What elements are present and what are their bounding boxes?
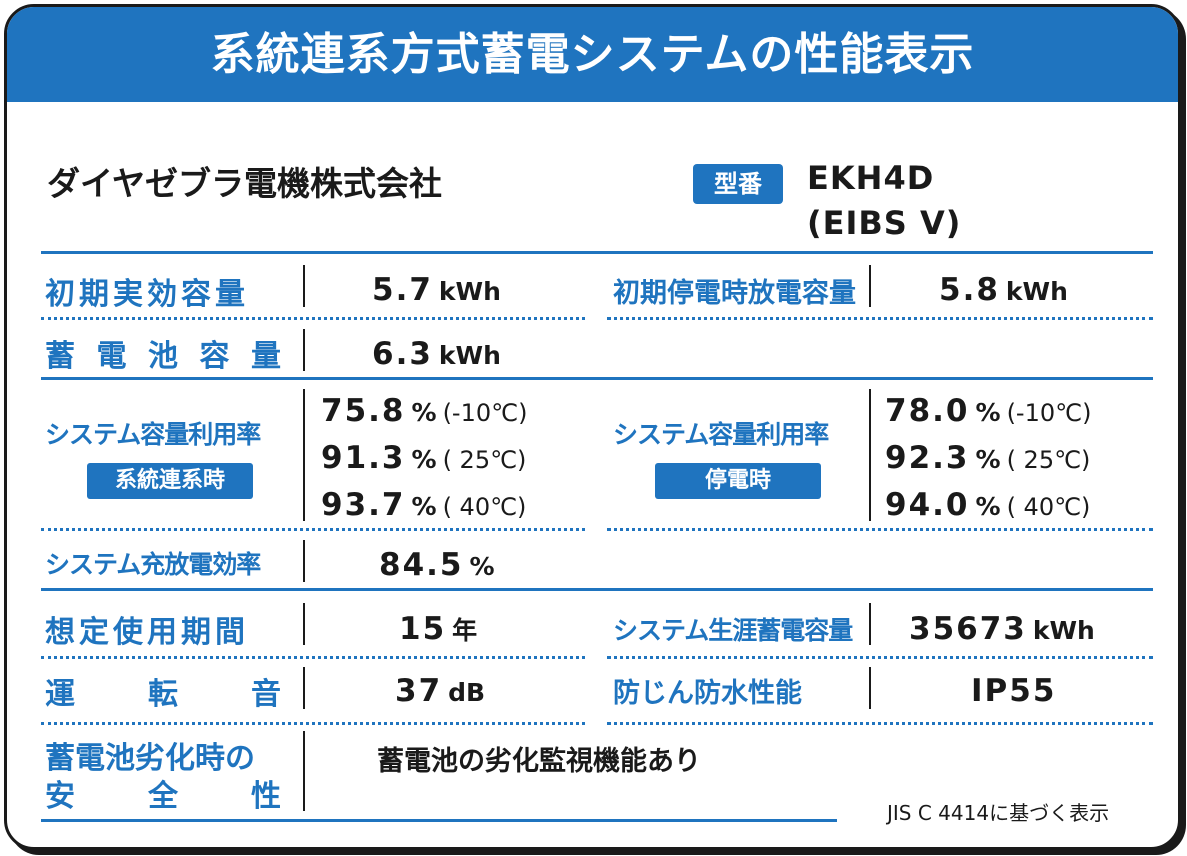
column-divider (869, 667, 871, 709)
value-expected-service-life: 15 年 (399, 611, 478, 647)
column-divider (303, 265, 305, 307)
value-utilization-grid: 93.7%( 40℃) (321, 487, 527, 523)
footnote: JIS C 4414に基づく表示 (887, 801, 1110, 825)
label-charge-discharge-efficiency: システム充放電効率 (45, 550, 261, 579)
divider-dotted (41, 528, 585, 531)
column-divider (303, 389, 305, 521)
value-utilization-grid: 75.8% (-10℃) (321, 393, 528, 429)
value-charge-discharge-efficiency: 84.5% (379, 547, 495, 583)
value-utilization-grid: 91.3%( 25℃) (321, 440, 527, 476)
label-lifetime-storage-capacity: システム生涯蓄電容量 (613, 616, 853, 645)
column-divider (303, 603, 305, 645)
label-battery-capacity: 蓄 電 池 容 量 (45, 339, 281, 374)
divider-dotted (41, 722, 585, 725)
column-divider (303, 667, 305, 709)
divider-dotted (41, 656, 585, 659)
label-degradation-safety-line1: 蓄電池劣化時の (45, 741, 255, 776)
model-series: (EIBS V) (807, 204, 962, 242)
column-divider (869, 265, 871, 307)
mode-badge-grid: 系統連系時 (87, 463, 253, 499)
label-utilization-outage: システム容量利用率 (613, 420, 829, 449)
model-badge: 型番 (693, 164, 783, 204)
label-initial-effective-capacity: 初期実効容量 (45, 277, 249, 312)
label-expected-service-life: 想定使用期間 (45, 615, 249, 650)
divider-dotted (607, 528, 1153, 531)
performance-label-card: 系統連系方式蓄電システムの性能表示 ダイヤゼブラ電機株式会社 型番 EKH4D … (4, 4, 1181, 850)
column-divider (869, 389, 871, 521)
column-divider (303, 540, 305, 582)
column-divider (303, 329, 305, 371)
value-ingress-protection: IP55 (971, 673, 1057, 709)
column-divider (303, 731, 305, 811)
divider-top (41, 251, 1153, 254)
divider-section (41, 588, 1153, 591)
label-ingress-protection: 防じん防水性能 (613, 678, 802, 709)
value-operating-noise: 37 dB (395, 673, 486, 709)
value-utilization-outage: 94.0%( 40℃) (885, 487, 1091, 523)
page-title: 系統連系方式蓄電システムの性能表示 (210, 29, 975, 80)
value-utilization-outage: 78.0% (-10℃) (885, 393, 1092, 429)
value-utilization-outage: 92.3%( 25℃) (885, 440, 1091, 476)
divider-dotted (607, 722, 1153, 725)
value-degradation-safety: 蓄電池の劣化監視機能あり (377, 746, 701, 777)
label-initial-outage-discharge-capacity: 初期停電時放電容量 (613, 278, 856, 309)
mode-badge-outage: 停電時 (655, 463, 821, 499)
label-utilization-grid: システム容量利用率 (45, 420, 261, 449)
label-degradation-safety-line2: 安 全 性 (45, 779, 281, 814)
column-divider (869, 603, 871, 645)
model-number: EKH4D (807, 159, 935, 197)
manufacturer-name: ダイヤゼブラ電機株式会社 (47, 164, 443, 203)
value-initial-outage-discharge-capacity: 5.8 kWh (939, 272, 1068, 308)
value-initial-effective-capacity: 5.7 kWh (372, 272, 501, 308)
value-battery-capacity: 6.3 kWh (372, 336, 501, 372)
divider-bottom (41, 819, 837, 822)
value-lifetime-storage-capacity: 35673 kWh (909, 611, 1095, 647)
label-operating-noise: 運 転 音 (45, 677, 281, 712)
divider-dotted (607, 656, 1153, 659)
divider-section (41, 377, 1153, 380)
title-bar (7, 7, 1178, 102)
divider-dotted (607, 317, 1153, 320)
divider-dotted (41, 317, 585, 320)
